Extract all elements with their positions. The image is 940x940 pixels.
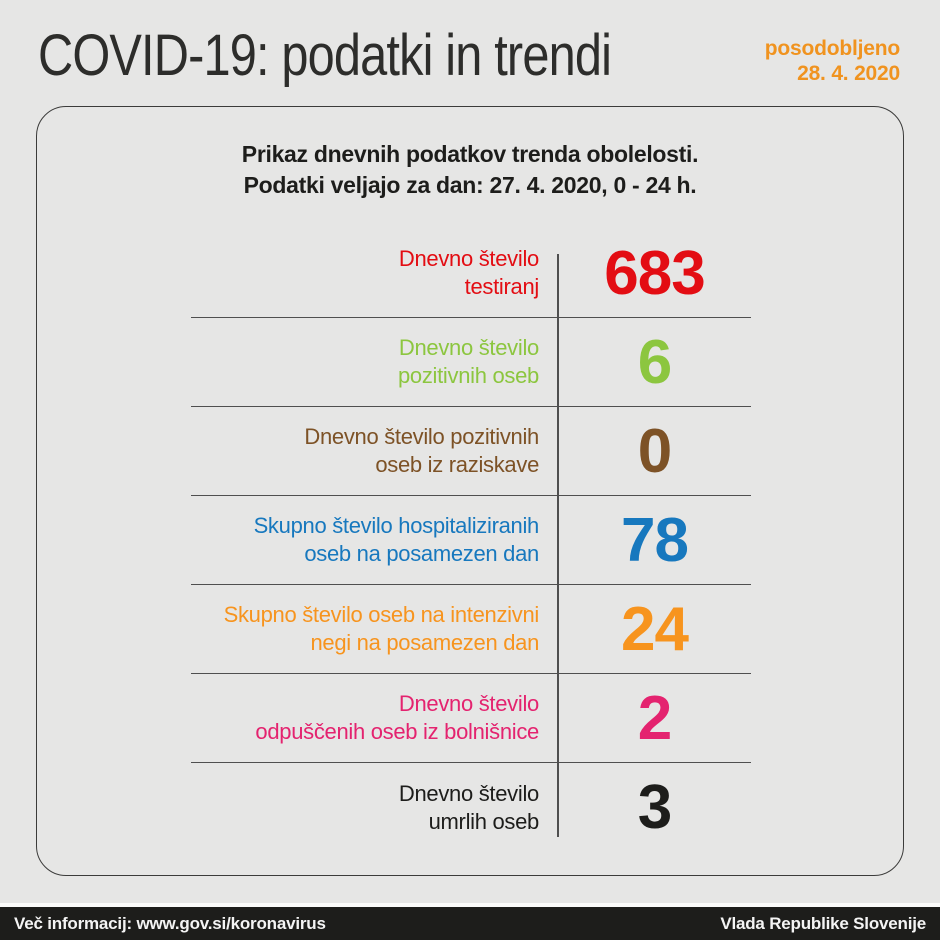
stat-row-daily-positive: Dnevno število pozitivnih oseb 6 bbox=[191, 318, 751, 407]
stat-value: 3 bbox=[637, 773, 672, 842]
stat-row-hospitalized: Skupno število hospitaliziranih oseb na … bbox=[191, 496, 751, 585]
stat-row-survey-positive: Dnevno število pozitivnih oseb iz razisk… bbox=[191, 407, 751, 496]
card-header: Prikaz dnevnih podatkov trenda obolelost… bbox=[37, 139, 903, 201]
updated-label: posodobljeno bbox=[764, 37, 900, 60]
footer-government-label: Vlada Republike Slovenije bbox=[720, 913, 926, 933]
updated-info: posodobljeno 28. 4. 2020 bbox=[765, 36, 900, 86]
stat-value: 683 bbox=[604, 238, 705, 308]
stat-label: Dnevno število pozitivnih oseb iz razisk… bbox=[304, 424, 539, 477]
stat-value: 0 bbox=[637, 416, 672, 486]
card-header-line2: Podatki veljajo za dan: 27. 4. 2020, 0 -… bbox=[243, 172, 697, 198]
stat-label: Dnevno število pozitivnih oseb bbox=[397, 335, 539, 388]
stats-card: Prikaz dnevnih podatkov trenda obolelost… bbox=[36, 106, 904, 876]
stat-row-intensive-care: Skupno število oseb na intenzivni negi n… bbox=[191, 585, 751, 674]
column-divider bbox=[557, 254, 559, 837]
stat-value: 78 bbox=[621, 505, 689, 575]
stat-value: 2 bbox=[637, 683, 672, 753]
footer-divider-strip bbox=[0, 903, 940, 907]
stat-value: 6 bbox=[637, 327, 672, 397]
stat-label: Skupno število hospitaliziranih oseb na … bbox=[253, 513, 540, 566]
card-header-line1: Prikaz dnevnih podatkov trenda obolelost… bbox=[241, 141, 699, 167]
stat-value: 24 bbox=[621, 594, 689, 664]
stat-label: Dnevno število odpuščenih oseb iz bolniš… bbox=[255, 691, 539, 744]
page-title: COVID-19: podatki in trendi bbox=[38, 23, 612, 88]
footer-info-link: Več informacij: www.gov.si/koronavirus bbox=[14, 913, 326, 933]
stats-table: Dnevno število testiranj 683 Dnevno štev… bbox=[191, 229, 751, 852]
stat-label: Skupno število oseb na intenzivni negi n… bbox=[223, 602, 540, 655]
stat-label: Dnevno število testiranj bbox=[398, 246, 539, 299]
stat-label: Dnevno število umrlih oseb bbox=[398, 780, 539, 834]
footer-bar: Več informacij: www.gov.si/koronavirus V… bbox=[0, 907, 940, 940]
updated-date: 28. 4. 2020 bbox=[797, 62, 900, 85]
stat-row-deaths: Dnevno število umrlih oseb 3 bbox=[191, 763, 751, 852]
stat-row-discharged: Dnevno število odpuščenih oseb iz bolniš… bbox=[191, 674, 751, 763]
stat-row-daily-tests: Dnevno število testiranj 683 bbox=[191, 229, 751, 318]
